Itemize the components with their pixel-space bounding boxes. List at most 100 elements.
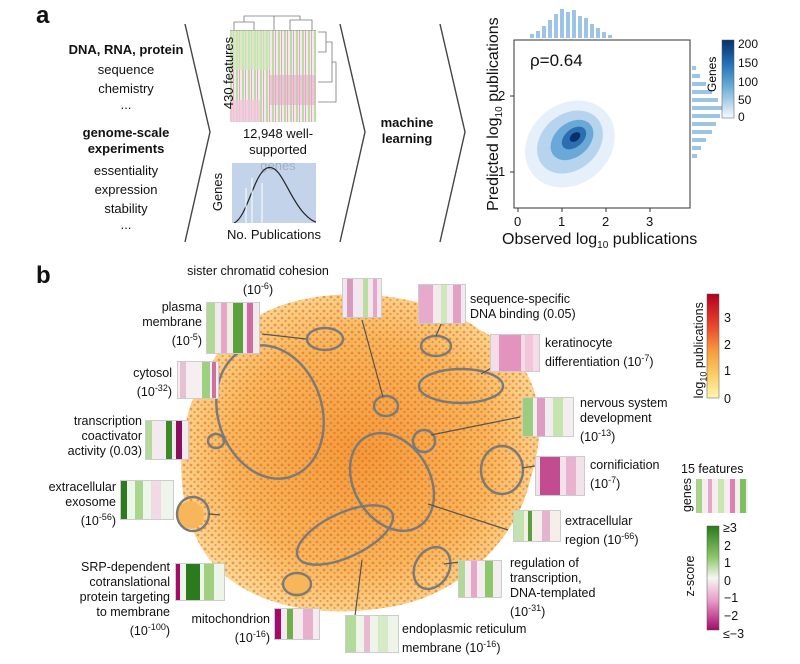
ellipse-sister	[372, 394, 400, 418]
genes-colorbar-label: Genes	[705, 57, 719, 92]
cluster-ellipses	[175, 326, 525, 597]
svg-text:150: 150	[738, 56, 758, 70]
heatmap-er	[345, 615, 399, 653]
genes-colorbar-ticks: 200 150 100 50 0	[738, 37, 758, 124]
heatmap-region	[513, 510, 561, 542]
right-marginal-hist	[692, 66, 722, 158]
inputs-item: ...	[120, 217, 132, 232]
heatmap-plasma	[206, 302, 260, 354]
svg-text:2: 2	[724, 539, 731, 553]
top-marginal-hist	[530, 9, 612, 38]
chevron-3	[439, 23, 466, 243]
scatter-ylabel: Predicted log10 publications	[484, 17, 506, 211]
rho-label: ρ=0.64	[530, 51, 583, 70]
heatmap-sister	[342, 278, 382, 318]
matrix-rows-label: 430 features	[221, 36, 236, 110]
inputs-item: stability	[104, 201, 148, 216]
ellipse-reg	[412, 545, 452, 591]
flow-chevrons	[184, 23, 466, 243]
ellipse-plasma	[305, 326, 345, 352]
tsne-cloud-texture	[181, 294, 540, 612]
svg-text:3: 3	[724, 311, 731, 325]
dendrogram-icon	[233, 15, 337, 103]
heatmap-nerv	[522, 397, 574, 437]
svg-text:1: 1	[724, 364, 731, 378]
heatmap-exo	[120, 480, 174, 520]
density-cloud	[525, 100, 615, 188]
heatmap-seq	[418, 284, 466, 324]
label-srp: SRP-dependent cotranslational protein ta…	[79, 560, 170, 639]
ellipse-corn	[479, 444, 525, 496]
svg-text:−2: −2	[724, 609, 738, 623]
label-nerv: nervous system development (10-13)	[580, 396, 668, 445]
zscore-colorbar-ticks: ≥3 2 1 0 −1 −2 ≤−3	[723, 521, 744, 641]
svg-text:200: 200	[738, 37, 758, 51]
chevron-2	[339, 23, 366, 243]
legend-heatmap	[696, 479, 748, 513]
heatmap-trans	[145, 420, 189, 460]
histogram-xlabel: No. Publications	[227, 227, 321, 242]
label-trans: transcription coactivator activity (0.03…	[67, 414, 142, 458]
chevron-1	[184, 23, 211, 243]
heatmap-cytosol	[177, 361, 219, 399]
inputs-item: expression	[94, 182, 158, 197]
label-corn: cornificiation (10-7)	[590, 458, 660, 492]
label-exo: extracellular exosome (10-56)	[48, 480, 116, 529]
tsne-map: 3 2 1 0 ≥3 2 1 0 −1 −2 ≤−3	[175, 293, 744, 641]
inputs-item: essentiality	[93, 163, 159, 178]
svg-text:3: 3	[646, 214, 653, 229]
scatter-ticks: 0 1 2 3 1 2	[498, 88, 653, 229]
histogram-ylabel: Genes	[210, 172, 225, 212]
label-reg: regulation of transcription, DNA-templat…	[510, 556, 596, 620]
label-plasma: plasma membrane (10-5)	[142, 300, 202, 349]
ml-label: machine learning	[380, 115, 434, 146]
genes-label: genes	[680, 477, 694, 513]
label-region: extracellular region (10-66)	[565, 514, 639, 548]
ellipse-region	[348, 431, 436, 533]
inputs-item: sequence	[97, 62, 155, 77]
svg-text:−1: −1	[724, 591, 738, 605]
publications-colorbar-label: log10 publications	[691, 302, 709, 399]
heatmap-corn	[535, 456, 585, 496]
label-er: endoplasmic reticulum membrane (10-16)	[402, 622, 527, 656]
svg-text:1: 1	[558, 214, 565, 229]
svg-text:2: 2	[498, 88, 505, 103]
publication-histogram	[232, 163, 316, 223]
heatmap-reg	[458, 560, 502, 598]
svg-text:≤−3: ≤−3	[723, 627, 744, 641]
publications-colorbar	[706, 293, 720, 399]
heatmap-kerat	[490, 334, 540, 372]
inputs-heading-1: DNA, RNA, protein	[68, 42, 184, 57]
label-cytosol: cytosol (10-32)	[133, 366, 172, 400]
genes-colorbar	[721, 39, 735, 119]
publications-colorbar-ticks: 3 2 1 0	[724, 311, 731, 406]
svg-text:100: 100	[738, 75, 758, 89]
svg-text:0: 0	[724, 574, 731, 588]
svg-text:1: 1	[498, 164, 505, 179]
inputs-block: DNA, RNA, protein sequence chemistry ...…	[50, 42, 202, 233]
svg-text:0: 0	[724, 392, 731, 406]
panel-a-letter: a	[36, 2, 50, 29]
svg-text:2: 2	[724, 338, 731, 352]
heatmap-mito	[274, 608, 320, 640]
heatmap-srp	[175, 563, 225, 601]
ellipse-er	[295, 504, 395, 566]
label-sister: sister chromatid cohesion (10-6)	[187, 264, 329, 298]
ellipse-mito	[281, 571, 313, 597]
svg-text:≥3: ≥3	[723, 521, 737, 535]
feature-matrix	[230, 29, 316, 122]
label-mito: mitochondrion (10-16)	[191, 612, 270, 646]
svg-text:0: 0	[514, 214, 521, 229]
svg-text:50: 50	[738, 93, 752, 107]
label-kerat: keratinocyte differentiation (10-7)	[545, 336, 654, 370]
zscore-colorbar-label: z-score	[683, 555, 697, 597]
ellipse-kerat	[417, 367, 505, 405]
features-label: 15 features	[681, 462, 744, 476]
label-seq: sequence-specific DNA binding (0.05)	[470, 292, 576, 321]
feature-matrix-graphic	[230, 29, 316, 122]
panel-b-letter: b	[36, 262, 51, 289]
ellipse-small	[206, 432, 226, 450]
svg-text:2: 2	[602, 214, 609, 229]
inputs-item: chemistry	[98, 81, 154, 96]
prediction-scatter: ρ=0.64 0 1 2 3 1 2 200 150 100 50 0 Gene…	[498, 9, 758, 229]
